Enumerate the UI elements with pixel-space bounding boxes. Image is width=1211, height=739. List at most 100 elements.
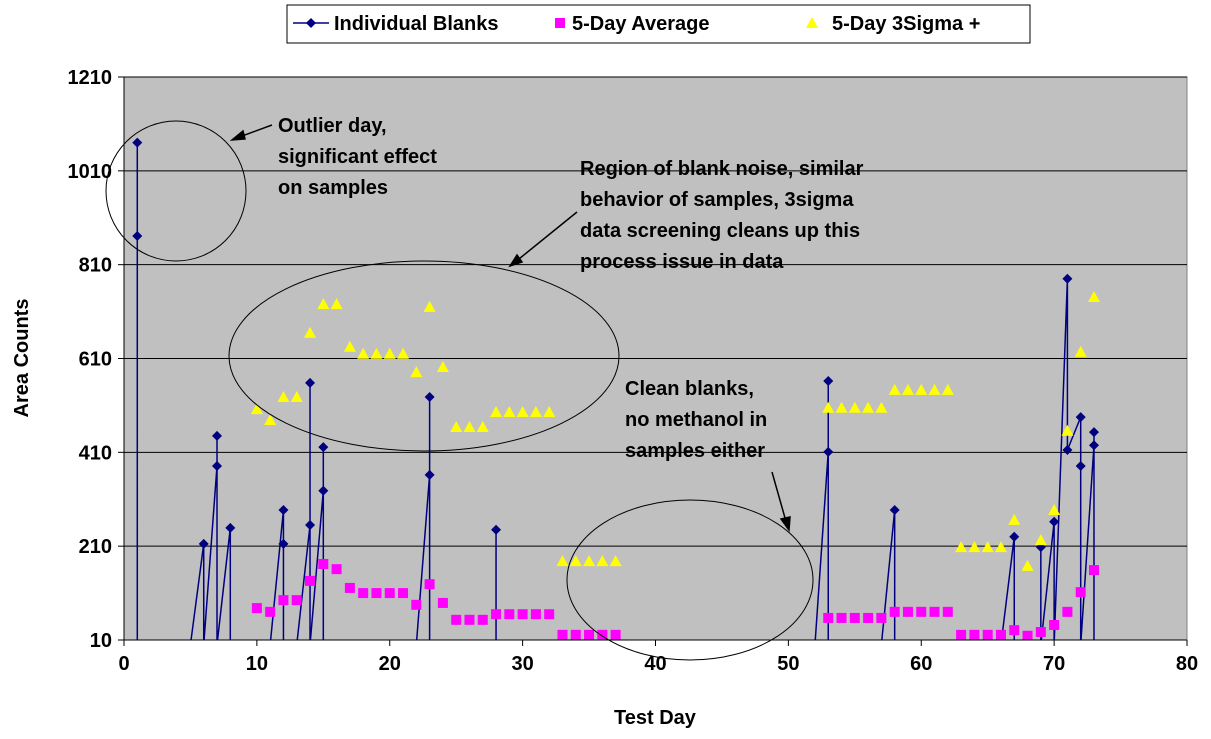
point	[555, 18, 565, 28]
point	[1062, 606, 1073, 617]
point	[1074, 345, 1087, 357]
point	[1009, 531, 1020, 542]
point	[596, 555, 609, 567]
y-tick-label: 810	[79, 255, 112, 277]
annotation: Outlier day,	[278, 115, 387, 137]
point	[836, 612, 847, 623]
point	[570, 629, 581, 640]
point	[1009, 625, 1020, 636]
point	[503, 405, 516, 417]
point	[203, 639, 205, 640]
point	[269, 639, 271, 640]
point	[397, 347, 410, 359]
point	[229, 639, 231, 640]
annotation: significant effect	[278, 146, 437, 168]
annotation: data screening cleans up this	[580, 220, 860, 242]
point	[557, 629, 568, 640]
x-tick-label: 30	[512, 653, 534, 675]
point	[265, 606, 276, 617]
point	[823, 612, 834, 623]
annotation-ellipse	[105, 120, 247, 262]
x-tick-label: 70	[1043, 653, 1065, 675]
point	[190, 639, 191, 640]
point	[416, 639, 417, 640]
x-tick-label: 40	[644, 653, 666, 675]
point	[424, 391, 435, 402]
y-tick-label: 410	[79, 442, 112, 464]
point	[942, 606, 953, 617]
point	[955, 541, 968, 553]
point	[982, 629, 993, 640]
point	[1049, 619, 1060, 630]
point	[894, 639, 895, 640]
point	[251, 603, 262, 614]
point	[491, 524, 502, 535]
point	[477, 614, 488, 625]
point	[410, 366, 423, 378]
point	[398, 588, 409, 599]
point	[1075, 412, 1086, 423]
point	[968, 541, 981, 553]
x-axis-title: Test Day	[614, 707, 697, 729]
legend-label: 5-Day Average	[572, 13, 709, 35]
point	[424, 469, 435, 480]
point	[888, 383, 901, 395]
point	[371, 588, 382, 599]
point	[876, 612, 887, 623]
point	[264, 413, 277, 425]
point	[450, 420, 463, 432]
arrows	[229, 124, 791, 533]
point	[1062, 444, 1073, 455]
point	[318, 558, 329, 569]
point	[1008, 513, 1021, 525]
point	[198, 538, 209, 549]
point	[849, 612, 860, 623]
point	[291, 595, 302, 606]
point	[584, 629, 595, 640]
point	[305, 377, 316, 388]
point	[1075, 587, 1086, 598]
annotation: process issue in data	[580, 251, 784, 273]
point	[290, 390, 303, 402]
x-tick-label: 80	[1176, 653, 1198, 675]
point	[436, 360, 449, 372]
point	[981, 541, 994, 553]
point	[1035, 627, 1046, 638]
point	[969, 629, 980, 640]
point	[1049, 516, 1060, 527]
point	[278, 505, 289, 516]
point	[609, 555, 622, 567]
point	[296, 639, 298, 640]
point	[358, 588, 369, 599]
point	[610, 629, 621, 640]
point	[343, 340, 356, 352]
point	[277, 390, 290, 402]
point	[278, 538, 289, 549]
point	[1080, 639, 1082, 640]
annotation: Clean blanks,	[625, 378, 754, 400]
x-tick-label: 0	[118, 653, 129, 675]
legend-label: Individual Blanks	[334, 13, 498, 35]
point	[212, 430, 223, 441]
point	[862, 401, 875, 413]
annotation: on samples	[278, 177, 388, 199]
point	[1088, 565, 1099, 576]
point	[309, 639, 311, 640]
point	[283, 639, 284, 640]
x-tick-label: 20	[379, 653, 401, 675]
point	[317, 298, 330, 310]
point	[1075, 460, 1086, 471]
point	[411, 599, 422, 610]
point	[556, 555, 569, 567]
point	[517, 609, 528, 620]
x-tick-label: 50	[777, 653, 799, 675]
point	[306, 18, 316, 28]
point	[225, 522, 236, 533]
point	[495, 639, 497, 640]
point	[463, 420, 476, 432]
point	[543, 405, 556, 417]
point	[916, 606, 927, 617]
arrow-head	[508, 253, 524, 268]
point	[1048, 504, 1061, 516]
